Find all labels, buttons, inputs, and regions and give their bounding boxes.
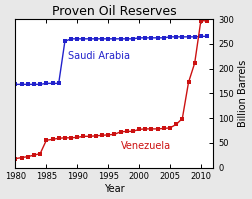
X-axis label: Year: Year xyxy=(104,184,124,194)
Text: Saudi Arabia: Saudi Arabia xyxy=(68,51,130,61)
Title: Proven Oil Reserves: Proven Oil Reserves xyxy=(52,5,176,18)
Text: Venezuela: Venezuela xyxy=(120,141,170,151)
Y-axis label: Billion Barrels: Billion Barrels xyxy=(237,60,247,127)
